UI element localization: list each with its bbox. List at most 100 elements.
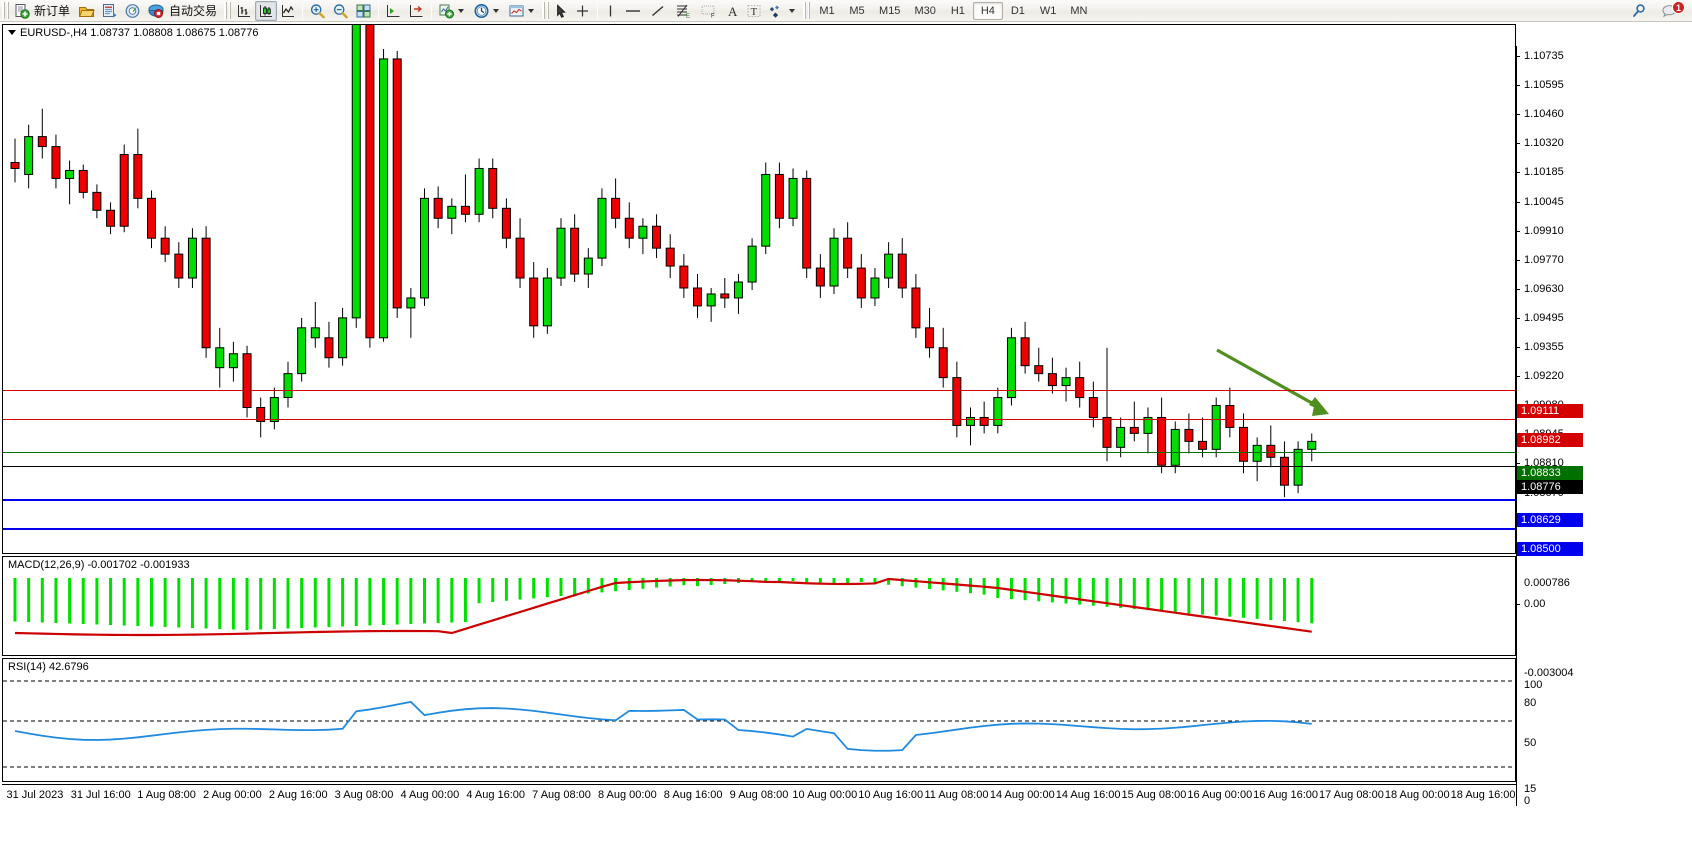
data-window-button[interactable] [98,1,121,21]
candle-body [542,277,552,327]
templates-button[interactable] [505,1,540,21]
toolbar-separator-4 [597,2,599,19]
toolbar-grip-2[interactable] [224,2,232,19]
macd-histogram-bar [600,578,604,593]
price-label-target-2[interactable]: 1.08500 [1517,542,1583,556]
level-line-resistance-2[interactable] [3,419,1515,420]
candle-body [556,227,566,279]
vertical-line-button[interactable] [601,1,620,21]
macd-histogram-bar [1105,578,1109,607]
time-label-17: 15 Aug 08:00 [1121,789,1187,801]
horizontal-line-button[interactable] [620,1,646,21]
tile-windows-button[interactable] [352,1,375,21]
tile-windows-icon [356,4,371,17]
price-label-entry[interactable]: 1.08833 [1517,466,1583,480]
cursor-button[interactable] [551,1,571,21]
level-line-target-2[interactable] [3,528,1515,530]
candle-body [474,167,484,215]
rsi-pane[interactable]: RSI(14) 42.6796 [2,658,1516,782]
level-line-resistance-1[interactable] [3,390,1515,391]
macd-pane[interactable]: MACD(12,26,9) -0.001702 -0.001933 [2,556,1516,656]
timeframe-mn[interactable]: MN [1070,4,1088,17]
level-line-target-1[interactable] [3,499,1515,501]
search-button[interactable] [1628,1,1650,21]
candle-body [460,205,470,215]
new-order-button[interactable]: 新订单 [11,1,75,21]
time-label-14: 11 Aug 08:00 [924,789,989,801]
candle-body [1061,377,1071,387]
macd-histogram-bar [313,578,317,628]
macd-histogram-bar [95,578,99,625]
indicators-button[interactable] [435,1,470,21]
price-label-target-1[interactable]: 1.08629 [1517,513,1583,527]
expert-advisor-icon [148,4,164,18]
crosshair-icon [577,5,589,16]
zoom-out-button[interactable] [329,1,352,21]
svg-text:A: A [728,4,738,19]
chart-shift-button[interactable] [382,1,405,21]
chat-button[interactable]: 1 [1658,0,1685,21]
text-label-button[interactable]: T [743,1,765,21]
timeframe-h4[interactable]: H4 [972,1,1003,20]
candle-body [747,245,757,283]
candle-body [119,154,129,227]
line-chart-button[interactable] [277,1,299,21]
candle-body [1266,444,1276,458]
zoom-in-button[interactable] [306,1,329,21]
auto-scroll-button[interactable] [405,1,428,21]
level-line-entry[interactable] [3,452,1515,453]
price-pane[interactable]: EURUSD-,H4 1.08737 1.08808 1.08675 1.087… [2,24,1516,554]
macd-histogram-bar [286,578,290,629]
trendline-button[interactable] [646,1,670,21]
candle-body [1279,456,1289,486]
text-button[interactable]: A [722,1,743,21]
price-label-resistance-1[interactable]: 1.09111 [1517,404,1583,418]
time-label-16: 14 Aug 16:00 [1055,789,1121,801]
chart-area[interactable]: EURUSD-,H4 1.08737 1.08808 1.08675 1.087… [0,22,1692,850]
candle-body [1239,426,1248,462]
toolbar-grip[interactable] [2,2,9,19]
objects-dropdown-caret[interactable] [789,8,796,13]
macd-histogram-bar [518,578,522,600]
time-label-4: 2 Aug 16:00 [268,789,328,801]
indicators-dropdown-caret[interactable] [458,8,465,13]
time-label-15: 14 Aug 00:00 [989,789,1055,801]
candle-body [884,253,894,279]
price-axis[interactable]: 1.10735 1.10595 1.10460 1.10320 1.10185 1.100… [1516,46,1692,578]
macd-histogram-bar [1201,578,1205,615]
symbol-dropdown-icon[interactable] [8,30,16,35]
macd-histogram-bar [163,578,167,627]
timeframe-m1[interactable]: M1 [819,4,835,17]
templates-dropdown-caret[interactable] [528,8,535,13]
folder-button[interactable] [75,1,98,21]
chat-badge: 1 [1672,0,1685,14]
timeframe-d1[interactable]: D1 [1010,4,1025,17]
candle-body [297,327,307,375]
period-button[interactable] [470,1,505,21]
timeframe-m5[interactable]: M5 [849,4,865,17]
crosshair-button[interactable] [571,1,594,21]
equidistant-channel-button[interactable]: F [696,1,722,21]
symbol-header[interactable]: EURUSD-,H4 1.08737 1.08808 1.08675 1.087… [8,27,259,39]
toolbar-grip-4[interactable] [803,2,811,19]
timeframe-h1[interactable]: H1 [950,4,965,17]
objects-button[interactable] [765,1,801,21]
time-axis[interactable]: 31 Jul 2023 31 Jul 16:00 1 Aug 08:00 2 Aug … [2,784,1516,806]
macd-histogram-bar [1009,578,1013,600]
timeframe-m30[interactable]: M30 [914,4,936,17]
macd-histogram-bar [13,578,17,622]
navigator-button[interactable] [121,1,144,21]
timeframe-w1[interactable]: W1 [1039,4,1057,17]
candlestick-chart-button[interactable] [255,0,278,21]
price-label-resistance-2[interactable]: 1.08982 [1517,433,1583,447]
timeframe-m15[interactable]: M15 [879,4,901,17]
macd-header: MACD(12,26,9) -0.001702 -0.001933 [8,559,190,571]
period-dropdown-caret[interactable] [493,8,500,13]
candle-body [652,225,662,249]
expert-advisor-button[interactable]: 自动交易 [144,1,222,21]
new-order-label: 新订单 [34,4,71,18]
fibonacci-button[interactable]: E [670,1,696,21]
toolbar-grip-3[interactable] [542,2,550,19]
bar-chart-button[interactable] [233,1,255,21]
candle-body [979,416,989,426]
